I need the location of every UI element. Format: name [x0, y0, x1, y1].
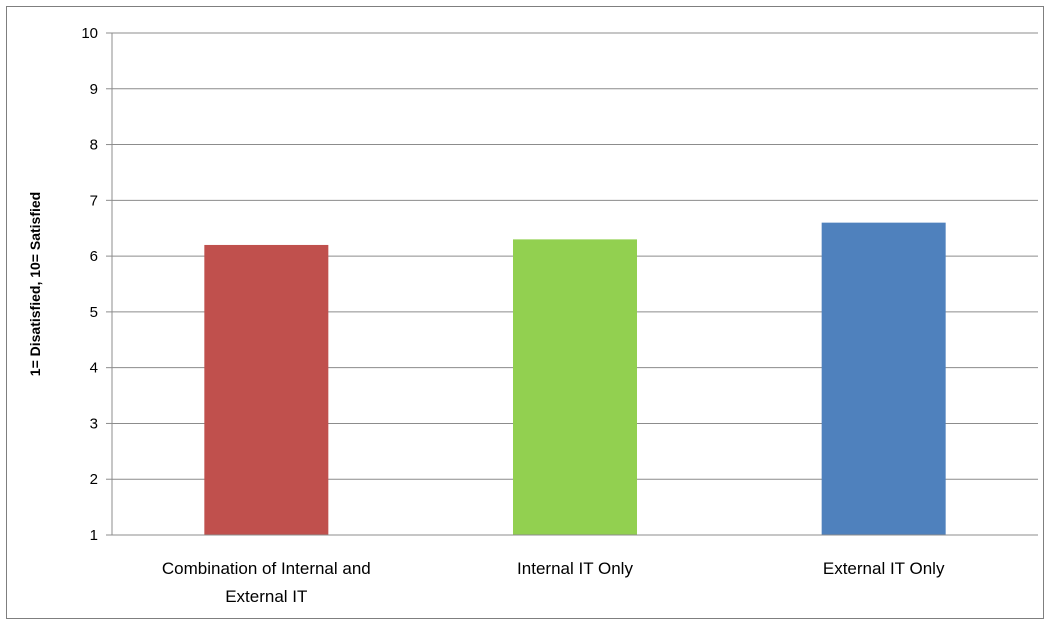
- x-axis-category-labels: Combination of Internal and External IT In…: [162, 559, 945, 606]
- y-tick-label: 1: [90, 527, 98, 544]
- y-tick-label: 6: [90, 248, 98, 265]
- y-tick-label: 8: [90, 137, 98, 154]
- y-tick-label: 9: [90, 81, 98, 98]
- y-tick-label: 7: [90, 192, 98, 209]
- x-category-label: Combination of Internal and External IT: [162, 559, 371, 606]
- y-tick-label: 3: [90, 415, 98, 432]
- y-axis-label: 1= Disatisfied, 10= Satisfied: [27, 192, 43, 376]
- x-category-label: External IT Only: [823, 559, 945, 578]
- bars: [204, 222, 946, 535]
- bar: [821, 222, 946, 535]
- y-tick-label: 2: [90, 471, 98, 488]
- y-tick-label: 10: [81, 25, 98, 42]
- x-category-label: Internal IT Only: [517, 559, 633, 578]
- y-tick-label: 4: [90, 360, 98, 377]
- bar: [513, 239, 637, 535]
- y-tick-label: 5: [90, 304, 98, 321]
- bar: [204, 244, 329, 535]
- y-axis-tick-labels: 1 2 3 4 5 6 7 8 9 10: [81, 25, 98, 544]
